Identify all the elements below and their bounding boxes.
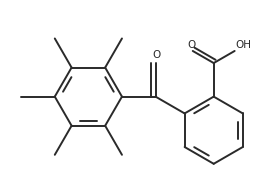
Text: O: O [152,50,161,60]
Text: OH: OH [235,40,252,50]
Text: O: O [188,40,196,50]
